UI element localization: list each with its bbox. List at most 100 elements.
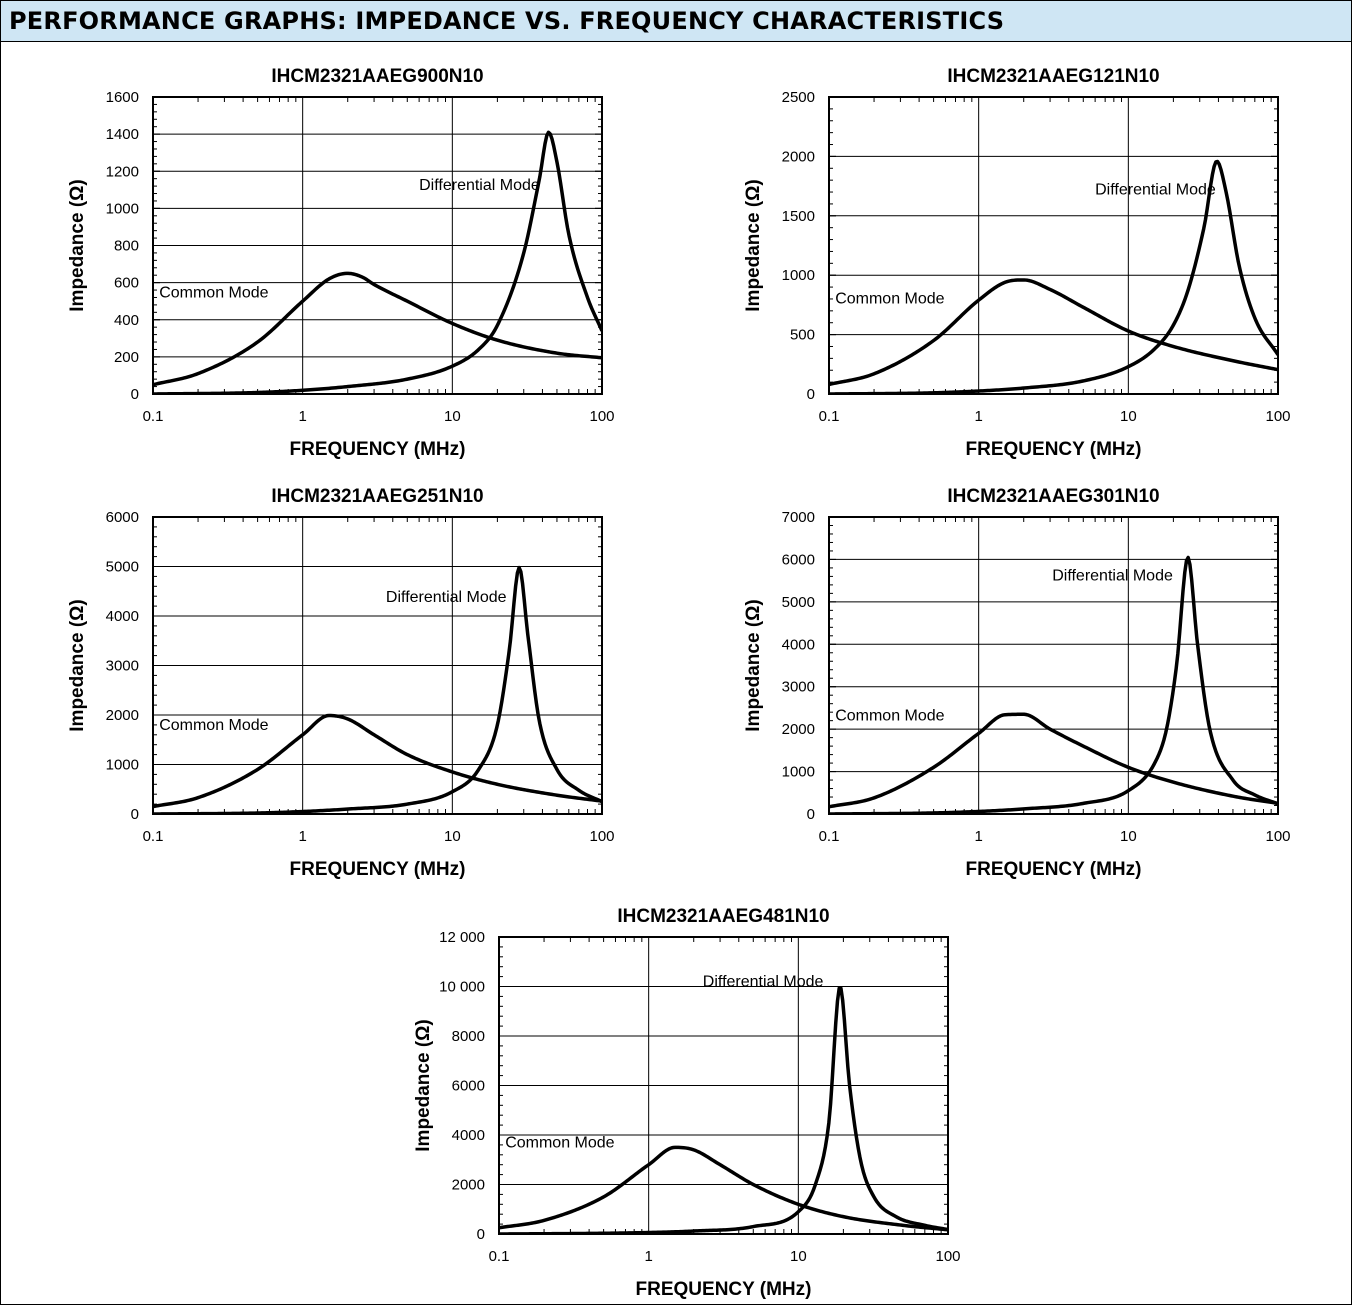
- chart-4-plot-frame: [498, 936, 949, 1235]
- chart-0-y-tick-label: 1000: [106, 200, 139, 217]
- chart-0-series-differential-mode: [153, 130, 603, 394]
- chart-1-x-tick-label: 100: [1265, 408, 1290, 425]
- chart-2-y-tick-label: 1000: [106, 757, 139, 774]
- chart-3-series-differential-mode: [829, 555, 1279, 814]
- chart-4-y-tick-label: 10 000: [439, 979, 485, 996]
- chart-1-x-axis-label: FREQUENCY (MHz): [966, 439, 1142, 460]
- chart-1-plot-frame: [828, 96, 1279, 395]
- chart-0-annotation-common-mode: Common Mode: [159, 284, 268, 301]
- chart-3-y-tick-label: 6000: [782, 551, 815, 568]
- chart-2-x-tick-label: 100: [589, 828, 614, 845]
- chart-1-y-tick-label: 1500: [782, 208, 815, 225]
- chart-0-x-tick-label: 1: [298, 408, 306, 425]
- chart-0-plot-frame: [152, 96, 603, 395]
- chart-2-y-tick-label: 5000: [106, 559, 139, 576]
- chart-3-y-tick-label: 3000: [782, 679, 815, 696]
- chart-1-annotation-common-mode: Common Mode: [835, 291, 944, 308]
- chart-4-x-tick-label: 0.1: [489, 1248, 510, 1265]
- chart-2-y-tick-label: 2000: [106, 707, 139, 724]
- chart-1-x-tick-label: 1: [974, 408, 982, 425]
- chart-0-y-tick-label: 800: [114, 238, 139, 255]
- chart-4-y-axis-label: Impedance (Ω): [413, 1019, 434, 1151]
- chart-0-x-axis-label: FREQUENCY (MHz): [290, 439, 466, 460]
- chart-2-x-tick-label: 1: [298, 828, 306, 845]
- chart-3-y-tick-label: 7000: [782, 509, 815, 526]
- chart-4-x-tick-label: 100: [935, 1248, 960, 1265]
- chart-1-title: IHCM2321AAEG121N10: [947, 66, 1159, 87]
- chart-2-x-axis-label: FREQUENCY (MHz): [290, 859, 466, 880]
- chart-ihcm2321aaeg301n10: IHCM2321AAEG301N10 0 1000 2000 3000 4000 5000 6…: [743, 486, 1291, 880]
- chart-2-x-tick-label: 10: [444, 828, 461, 845]
- chart-4-annotation-common-mode: Common Mode: [505, 1134, 614, 1151]
- chart-2-y-axis-label: Impedance (Ω): [67, 599, 88, 731]
- chart-3-y-tick-label: 0: [807, 806, 815, 823]
- chart-4-y-tick-label: 8000: [452, 1028, 485, 1045]
- chart-0-y-tick-label: 200: [114, 349, 139, 366]
- chart-1-series-differential-mode: [829, 159, 1279, 394]
- chart-0-y-tick-label: 0: [131, 386, 139, 403]
- chart-1-y-axis-label: Impedance (Ω): [743, 179, 764, 311]
- page-title: PERFORMANCE GRAPHS: IMPEDANCE VS. FREQUE…: [9, 7, 1005, 35]
- chart-0-title: IHCM2321AAEG900N10: [271, 66, 483, 87]
- page-header: PERFORMANCE GRAPHS: IMPEDANCE VS. FREQUE…: [1, 1, 1351, 42]
- chart-ihcm2321aaeg481n10: IHCM2321AAEG481N10 0 2000 4000 6000 8000 10 00…: [413, 906, 961, 1300]
- chart-3-x-tick-label: 1: [974, 828, 982, 845]
- chart-2-y-tick-label: 0: [131, 806, 139, 823]
- chart-0-x-tick-label: 10: [444, 408, 461, 425]
- chart-3-title: IHCM2321AAEG301N10: [947, 486, 1159, 507]
- chart-4-x-tick-label: 10: [790, 1248, 807, 1265]
- chart-1-x-tick-label: 0.1: [819, 408, 840, 425]
- chart-3-y-tick-label: 2000: [782, 721, 815, 738]
- chart-1-y-tick-label: 2500: [782, 89, 815, 106]
- chart-1-annotation-differential-mode: Differential Mode: [1095, 181, 1216, 198]
- chart-3-y-axis-label: Impedance (Ω): [743, 599, 764, 731]
- chart-3-x-tick-label: 0.1: [819, 828, 840, 845]
- chart-3-x-tick-label: 10: [1120, 828, 1137, 845]
- chart-3-y-tick-label: 4000: [782, 636, 815, 653]
- chart-2-title: IHCM2321AAEG251N10: [271, 486, 483, 507]
- chart-ihcm2321aaeg900n10: IHCM2321AAEG900N10 0 200 400 600 800 1000 1200 1…: [67, 66, 615, 460]
- chart-3-annotation-common-mode: Common Mode: [835, 708, 944, 725]
- chart-4-series-common-mode: [499, 1145, 949, 1232]
- chart-4-y-tick-label: 0: [477, 1226, 485, 1243]
- chart-0-y-tick-label: 600: [114, 275, 139, 292]
- chart-2-annotation-differential-mode: Differential Mode: [386, 589, 507, 606]
- chart-3-series-common-mode: [829, 712, 1279, 809]
- chart-1-y-tick-label: 0: [807, 386, 815, 403]
- chart-4-title: IHCM2321AAEG481N10: [617, 906, 829, 927]
- chart-4-y-tick-label: 2000: [452, 1177, 485, 1194]
- chart-3-plot-frame: [828, 516, 1279, 815]
- chart-4-y-tick-label: 6000: [452, 1078, 485, 1095]
- chart-2-y-tick-label: 3000: [106, 658, 139, 675]
- chart-1-y-tick-label: 1000: [782, 267, 815, 284]
- chart-3-annotation-differential-mode: Differential Mode: [1052, 568, 1173, 585]
- chart-3-x-axis-label: FREQUENCY (MHz): [966, 859, 1142, 880]
- chart-2-plot-frame: [152, 516, 603, 815]
- chart-4-annotation-differential-mode: Differential Mode: [703, 974, 824, 991]
- chart-0-x-tick-label: 100: [589, 408, 614, 425]
- chart-2-series-differential-mode: [153, 565, 603, 814]
- chart-0-y-tick-label: 1400: [106, 126, 139, 143]
- chart-4-y-tick-label: 12 000: [439, 929, 485, 946]
- chart-1-series-common-mode: [829, 278, 1279, 387]
- chart-0-y-axis-label: Impedance (Ω): [67, 179, 88, 311]
- chart-0-y-tick-label: 1600: [106, 89, 139, 106]
- chart-0-y-tick-label: 1200: [106, 163, 139, 180]
- chart-3-y-tick-label: 1000: [782, 764, 815, 781]
- chart-0-x-tick-label: 0.1: [143, 408, 164, 425]
- chart-ihcm2321aaeg121n10: IHCM2321AAEG121N10 0 500 1000 1500 2000 2500 0.…: [743, 66, 1291, 460]
- chart-1-x-tick-label: 10: [1120, 408, 1137, 425]
- chart-2-annotation-common-mode: Common Mode: [159, 717, 268, 734]
- chart-4-y-tick-label: 4000: [452, 1127, 485, 1144]
- chart-2-series-common-mode: [153, 713, 603, 809]
- chart-ihcm2321aaeg251n10: IHCM2321AAEG251N10 0 1000 2000 3000 4000 5000 6…: [67, 486, 615, 880]
- chart-2-y-tick-label: 4000: [106, 608, 139, 625]
- chart-3-y-tick-label: 5000: [782, 594, 815, 611]
- chart-2-y-tick-label: 6000: [106, 509, 139, 526]
- chart-0-annotation-differential-mode: Differential Mode: [419, 177, 540, 194]
- chart-4-x-tick-label: 1: [644, 1248, 652, 1265]
- chart-0-y-tick-label: 400: [114, 312, 139, 329]
- chart-4-series-differential-mode: [499, 986, 949, 1234]
- chart-3-x-tick-label: 100: [1265, 828, 1290, 845]
